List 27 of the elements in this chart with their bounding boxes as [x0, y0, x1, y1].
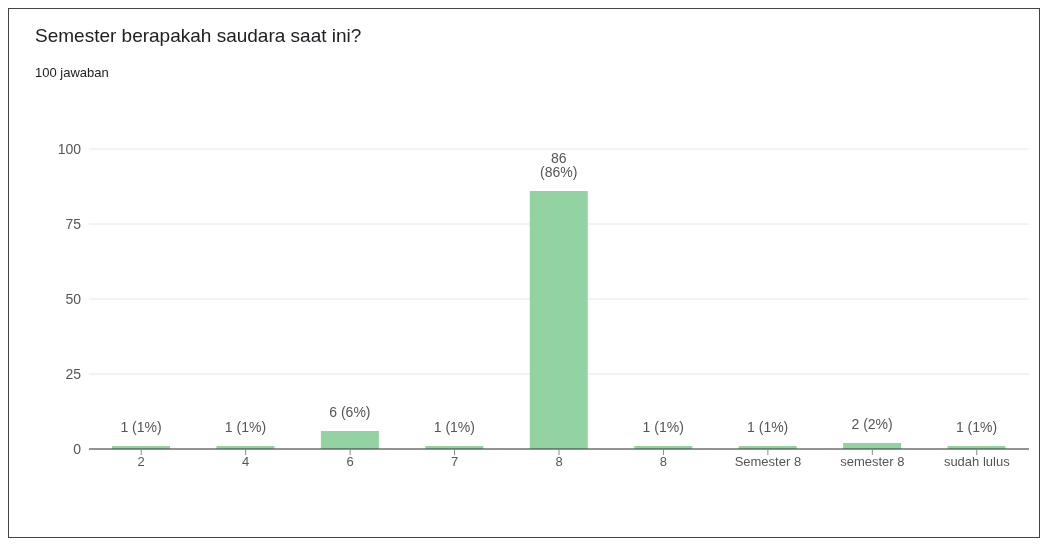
y-tick-label: 75	[65, 215, 82, 232]
bar	[320, 431, 379, 449]
data-label: 1 (1%)	[120, 419, 162, 435]
x-tick-label: 7	[450, 454, 459, 470]
y-tick-label: 25	[65, 365, 82, 382]
data-label: 1 (1%)	[642, 419, 684, 435]
data-label: 2 (2%)	[851, 416, 893, 432]
x-tick-label: Semester 8	[734, 454, 802, 470]
data-label: 86 (86%)	[540, 150, 578, 180]
x-tick-label: semester 8	[840, 454, 905, 470]
y-tick-label: 50	[65, 290, 82, 307]
data-label: 1 (1%)	[433, 419, 475, 435]
chart-title: Semester berapakah saudara saat ini?	[35, 25, 362, 47]
data-label: 1 (1%)	[747, 419, 789, 435]
data-label: 1 (1%)	[955, 419, 998, 435]
x-tick-label: 8	[555, 454, 563, 470]
data-label: 1 (1%)	[224, 419, 267, 435]
x-tick-label: sudah lulus	[943, 454, 1011, 470]
bar	[529, 191, 588, 449]
x-tick-label: 8	[659, 454, 668, 470]
chart-subtitle: 100 jawaban	[35, 65, 109, 80]
y-tick-label: 100	[57, 140, 82, 157]
y-tick-label: 0	[73, 440, 82, 457]
x-tick-label: 4	[242, 454, 250, 470]
data-label: 6 (6%)	[329, 404, 371, 420]
x-tick-label: 2	[137, 454, 145, 470]
x-tick-label: 6	[346, 454, 354, 470]
